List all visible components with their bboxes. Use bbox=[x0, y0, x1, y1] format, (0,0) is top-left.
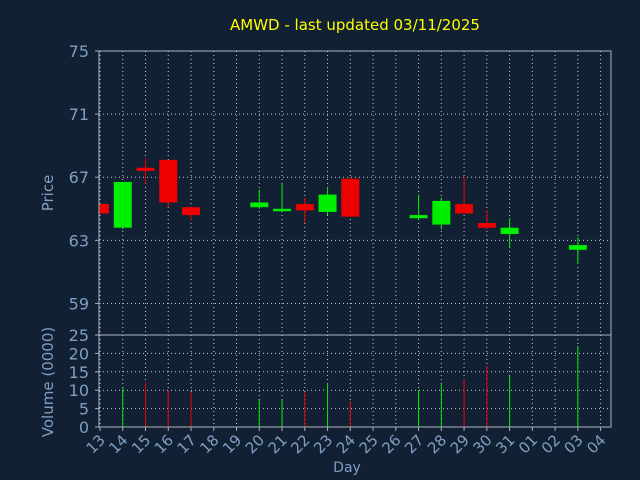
candle-body bbox=[250, 202, 269, 208]
candle bbox=[295, 197, 314, 223]
price-tick-label: 75 bbox=[69, 42, 89, 61]
candle-body bbox=[432, 200, 451, 225]
candle-body bbox=[409, 215, 428, 219]
price-tick-label: 63 bbox=[69, 231, 89, 250]
chart-title: AMWD - last updated 03/11/2025 bbox=[230, 16, 480, 34]
candle-body bbox=[136, 167, 155, 171]
candles bbox=[99, 158, 587, 264]
candle bbox=[136, 158, 155, 184]
candle bbox=[409, 194, 428, 220]
candle bbox=[159, 159, 178, 208]
candle bbox=[341, 177, 360, 217]
candle bbox=[250, 189, 269, 209]
candle-body bbox=[113, 181, 132, 228]
candle bbox=[477, 210, 496, 230]
volume-tick-label: 0 bbox=[79, 418, 89, 437]
candle bbox=[182, 207, 201, 220]
candle-body bbox=[341, 178, 360, 217]
candle bbox=[99, 204, 109, 214]
price-tick-label: 71 bbox=[69, 105, 89, 124]
candle-body bbox=[159, 159, 178, 203]
candle bbox=[432, 197, 451, 230]
price-axis-label: Price bbox=[39, 175, 57, 212]
candle-body bbox=[273, 208, 292, 212]
volume-tick-label: 5 bbox=[79, 400, 89, 419]
candle bbox=[500, 218, 519, 249]
price-tick-label: 59 bbox=[69, 294, 89, 313]
candle bbox=[455, 177, 474, 214]
volume-panel-frame bbox=[98, 334, 612, 428]
candle-body bbox=[295, 204, 314, 211]
candle bbox=[318, 186, 337, 216]
candle-body bbox=[318, 194, 337, 212]
candle-body bbox=[100, 204, 109, 214]
volume-tick-label: 15 bbox=[69, 363, 89, 382]
x-axis-label: Day bbox=[333, 460, 361, 476]
volume-axis-label: Volume (0000) bbox=[39, 327, 57, 437]
volume-tick-label: 10 bbox=[69, 381, 89, 400]
volume-bars bbox=[122, 346, 579, 427]
candle-body bbox=[568, 245, 587, 250]
candle bbox=[273, 183, 292, 212]
candle-body bbox=[455, 204, 474, 214]
price-axis-ticks: 75 71 67 63 59 bbox=[69, 42, 99, 313]
candle-body bbox=[477, 222, 496, 228]
candle bbox=[568, 237, 587, 264]
volume-tick-label: 20 bbox=[69, 344, 89, 363]
candle-body bbox=[182, 207, 201, 216]
volume-tick-label: 25 bbox=[69, 326, 89, 345]
candle-body bbox=[500, 227, 519, 235]
price-tick-label: 67 bbox=[69, 168, 89, 187]
candle bbox=[113, 181, 132, 230]
